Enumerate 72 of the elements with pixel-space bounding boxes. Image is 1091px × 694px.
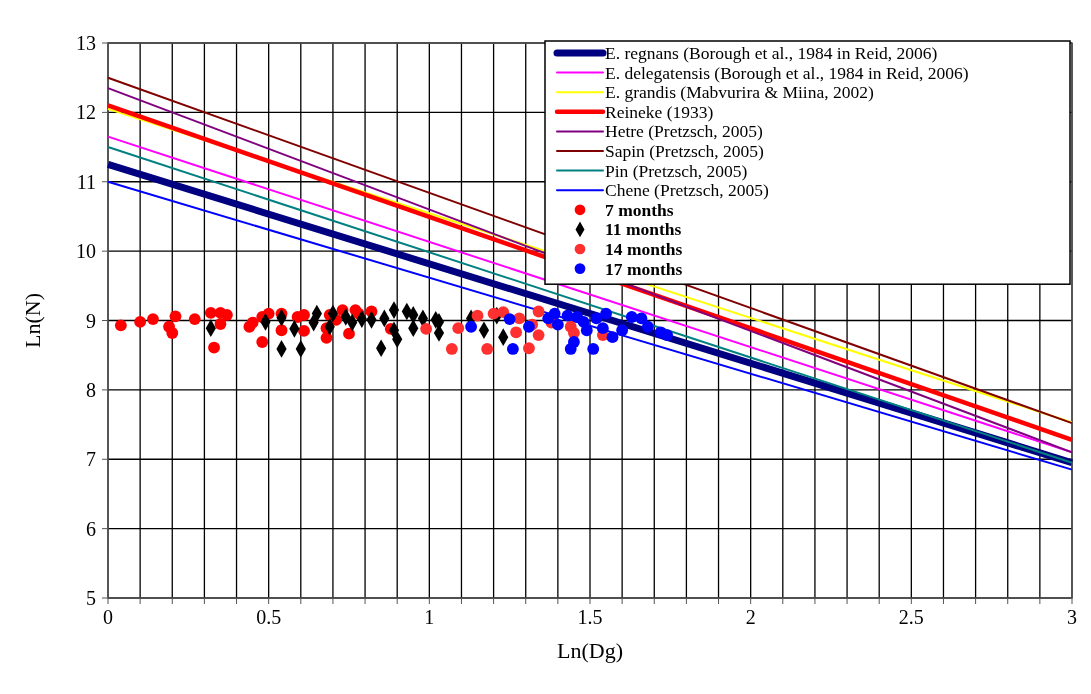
point [641, 320, 654, 333]
point [147, 313, 159, 326]
point [568, 336, 580, 348]
legend-label: 11 months [605, 219, 682, 240]
point [635, 312, 648, 325]
y-tick-label: 12 [76, 101, 96, 124]
legend-label: Hetre (Pretzsch, 2005) [605, 121, 764, 142]
point [204, 306, 217, 319]
point [298, 325, 310, 337]
point [532, 305, 545, 318]
point [445, 343, 458, 355]
legend-label: E. delegatensis (Borough et al., 1984 in Reid, 2006) [605, 62, 969, 83]
point [551, 318, 564, 331]
point [606, 331, 619, 344]
x-tick-label: 3 [1067, 606, 1077, 628]
legend-label: 7 months [605, 199, 674, 220]
point [532, 329, 545, 341]
point [523, 342, 535, 355]
x-tick-label: 1 [424, 606, 435, 628]
point [523, 320, 535, 333]
point [134, 315, 147, 328]
point [471, 309, 484, 322]
legend-label: Reineke (1933) [605, 101, 714, 122]
legend-label: Chene (Pretzsch, 2005) [605, 180, 769, 201]
legend-label: 14 months [605, 239, 683, 259]
point [596, 322, 609, 335]
y-tick-label: 7 [86, 448, 96, 471]
point [580, 324, 593, 337]
point [275, 324, 288, 337]
point [616, 324, 629, 337]
point [188, 313, 201, 326]
y-axis-title: Ln(N) [20, 293, 45, 348]
point [169, 310, 182, 323]
legend-label: Pin (Pretzsch, 2005) [605, 160, 748, 181]
point [503, 313, 516, 326]
point [452, 322, 465, 335]
point [481, 343, 494, 355]
point [246, 316, 259, 329]
point [256, 336, 269, 348]
point [625, 311, 638, 323]
point [214, 318, 227, 330]
x-tick-label: 2.5 [898, 606, 924, 628]
legend-label: 17 months [605, 258, 683, 279]
x-axis-title: Ln(Dg) [557, 638, 623, 663]
x-tick-label: 1.5 [577, 606, 603, 628]
point [298, 309, 310, 321]
y-tick-label: 13 [76, 32, 96, 54]
x-tick-label: 0 [103, 606, 113, 628]
point [420, 322, 433, 335]
legend-label: E. grandis (Mabvurira & Miina, 2002) [605, 82, 874, 103]
point [114, 319, 127, 332]
y-tick-label: 8 [86, 378, 96, 401]
point [510, 326, 523, 339]
point [590, 312, 603, 325]
x-tick-label: 0.5 [256, 606, 282, 628]
legend-label: E. regnans (Borough et al., 1984 in Reid, 2006) [605, 43, 938, 63]
point [343, 327, 355, 340]
y-tick-label: 10 [76, 240, 96, 263]
point [208, 341, 220, 354]
legend-label: Sapin (Pretzsch, 2005) [605, 141, 765, 161]
point [465, 320, 478, 333]
y-tick-label: 9 [86, 309, 96, 332]
y-tick-label: 6 [86, 517, 96, 540]
x-tick-label: 2 [745, 606, 756, 628]
point [661, 329, 674, 341]
point [506, 343, 519, 355]
y-tick-label: 5 [86, 587, 96, 609]
y-tick-label: 11 [76, 170, 96, 193]
point [587, 343, 600, 355]
point [166, 327, 179, 339]
point [548, 307, 561, 320]
point [600, 307, 612, 320]
